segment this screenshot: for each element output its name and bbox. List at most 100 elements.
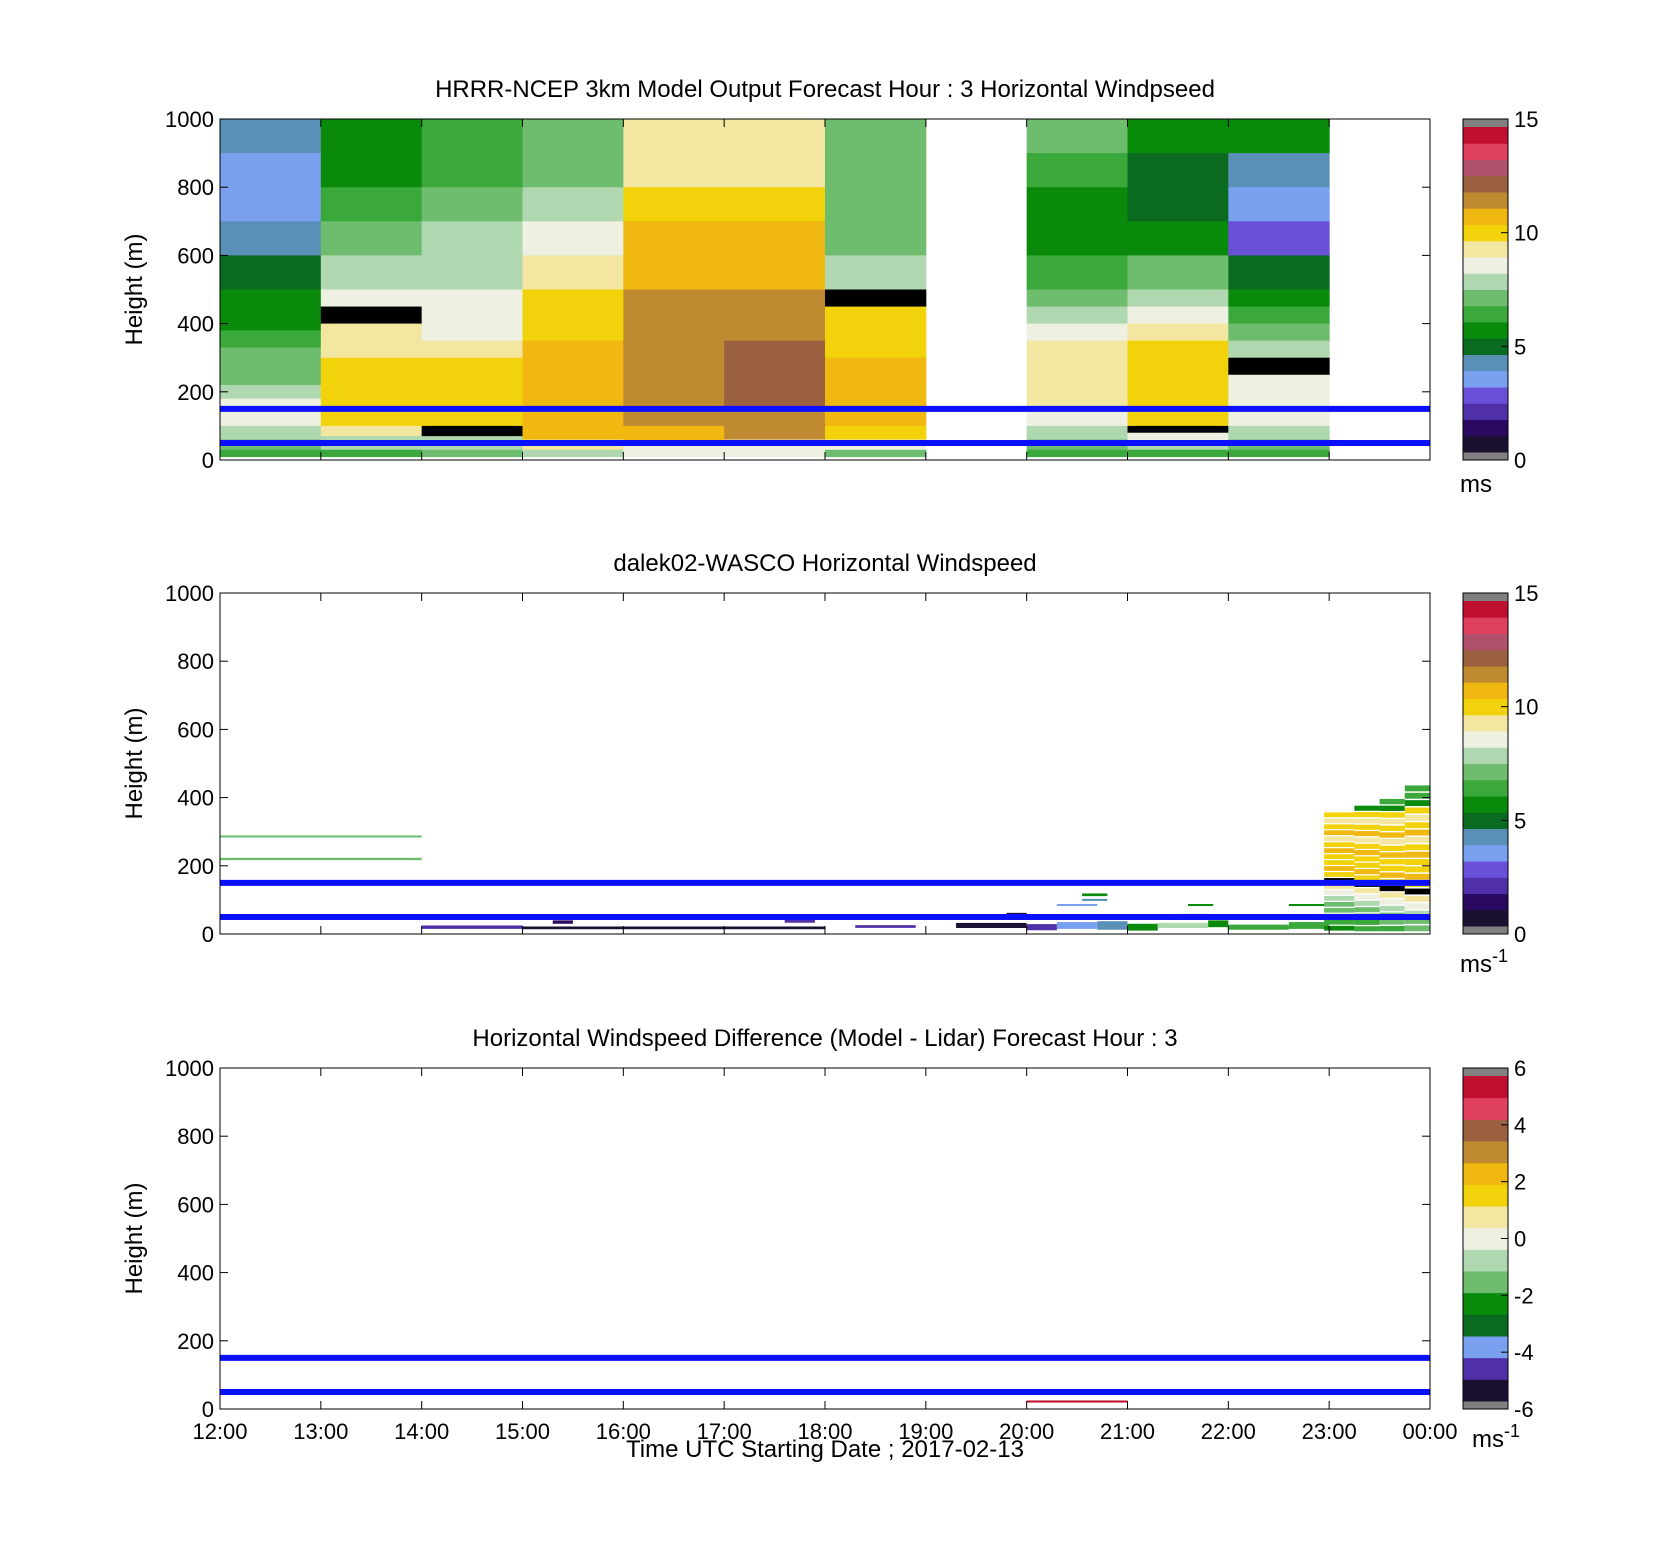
chart-title: HRRR-NCEP 3km Model Output Forecast Hour… [435, 76, 1215, 103]
x-tick-label: 23:00 [1302, 1419, 1357, 1444]
heatmap-cell [1127, 153, 1229, 188]
colorbar-unit-exponent: -1 [1492, 946, 1508, 966]
colorbar-band [1463, 812, 1508, 829]
x-tick-label: 19:00 [898, 1419, 953, 1444]
y-tick-label: 1000 [165, 581, 214, 606]
colorbar-band [1463, 666, 1508, 683]
y-tick-label: 800 [177, 1124, 214, 1149]
colorbar-unit-base: ms [1472, 1426, 1504, 1453]
heatmap-cell [320, 255, 423, 290]
heatmap-cell [1228, 357, 1330, 376]
y-axis-label: Height (m) [121, 233, 148, 345]
heatmap-cell [825, 187, 927, 222]
heatmap-cell [623, 425, 725, 444]
profile-cell [1354, 843, 1380, 849]
x-tick-label: 16:00 [596, 1419, 651, 1444]
heatmap-cell [220, 255, 322, 290]
heatmap-cell [825, 323, 927, 359]
colorbar-frame [1462, 592, 1509, 935]
y-tick-label: 600 [177, 243, 214, 268]
heatmap-cell [623, 221, 725, 256]
data-trace [1127, 923, 1158, 931]
profile-cell [1404, 918, 1430, 924]
x-tick-label: 21:00 [1100, 1419, 1155, 1444]
profile-cell [1404, 807, 1430, 814]
x-tick-label: 22:00 [1201, 1419, 1256, 1444]
heatmap-cell [320, 323, 423, 342]
colorbar-band [1463, 175, 1508, 193]
profile-cell [1379, 892, 1405, 898]
heatmap-cell [1228, 221, 1330, 256]
heatmap-cell [220, 384, 322, 400]
heatmap-cell [623, 442, 725, 458]
heatmap-cell [421, 255, 523, 290]
heatmap-cell [724, 221, 826, 256]
colorbar-band [1463, 861, 1508, 878]
colorbar-band [1463, 1336, 1508, 1359]
profile-cell [1379, 899, 1405, 905]
heatmap-cell [220, 398, 322, 427]
profile-cell [1404, 814, 1430, 821]
heatmap-cell [1127, 119, 1229, 154]
heatmap-cell [220, 187, 322, 222]
x-tick-label: 00:00 [1402, 1419, 1457, 1444]
heatmap-cell [1228, 425, 1330, 441]
heatmap-cell [623, 187, 725, 222]
x-tick-label: 18:00 [797, 1419, 852, 1444]
colorbar-band [1463, 1357, 1508, 1380]
heatmap-cell [421, 374, 523, 427]
colorbar-band [1463, 731, 1508, 748]
colorbar-tick-label: 4 [1514, 1113, 1526, 1138]
colorbar-band [1463, 698, 1508, 716]
y-tick-label: 200 [177, 854, 214, 879]
heatmap-cell [623, 357, 725, 393]
heatmap-cell [320, 340, 423, 359]
heatmap-cell [320, 221, 423, 256]
colorbar-band [1463, 1162, 1508, 1185]
data-trace [1097, 921, 1128, 930]
profile-cell [1324, 842, 1355, 848]
profile-cell [1324, 812, 1355, 818]
heatmap-cell [320, 306, 423, 325]
profile-cell [1324, 884, 1355, 889]
colorbar-band [1463, 1314, 1508, 1337]
data-trace [1026, 1400, 1128, 1403]
colorbar-unit-exponent: -1 [1504, 1421, 1520, 1441]
heatmap-cell [724, 255, 826, 290]
heatmap-cell [421, 153, 523, 188]
profile-cell [1324, 848, 1355, 854]
colorbar-band [1463, 403, 1508, 420]
colorbar-band [1463, 387, 1508, 404]
heatmap-cell [1026, 221, 1128, 256]
heatmap-cell [724, 306, 826, 342]
profile-cell [1404, 822, 1430, 829]
data-trace [1056, 922, 1098, 929]
colorbar-band [1463, 1271, 1508, 1294]
heatmap-cell [220, 364, 322, 386]
heatmap-cell [522, 119, 624, 154]
profile-cell [1354, 818, 1380, 824]
colorbar-band [1463, 127, 1508, 144]
colorbar-band [1463, 763, 1508, 781]
colorbar-band [1463, 159, 1508, 177]
heatmap-cell [421, 119, 523, 154]
y-tick-label: 200 [177, 1329, 214, 1354]
heatmap-cell [1026, 357, 1128, 410]
chart-title: dalek02-WASCO Horizontal Windspeed [613, 550, 1036, 577]
heatmap-cell [220, 425, 322, 441]
heatmap-cell [1026, 289, 1128, 308]
colorbar-underflow-cap [1463, 926, 1508, 934]
colorbar-tick-label: 15 [1514, 581, 1538, 606]
heatmap-cell [724, 153, 826, 188]
colorbar-band [1463, 289, 1508, 307]
profile-cell [1324, 818, 1355, 824]
colorbar-band [1463, 338, 1508, 355]
data-trace [522, 926, 825, 930]
colorbar-band [1463, 240, 1508, 258]
colorbar-band [1463, 354, 1508, 372]
colorbar-tick-label: 5 [1514, 334, 1526, 359]
profile-cell [1379, 925, 1405, 932]
heatmap-cell [1228, 119, 1330, 154]
colorbar-band [1463, 1249, 1508, 1272]
heatmap-cell [1026, 425, 1128, 441]
